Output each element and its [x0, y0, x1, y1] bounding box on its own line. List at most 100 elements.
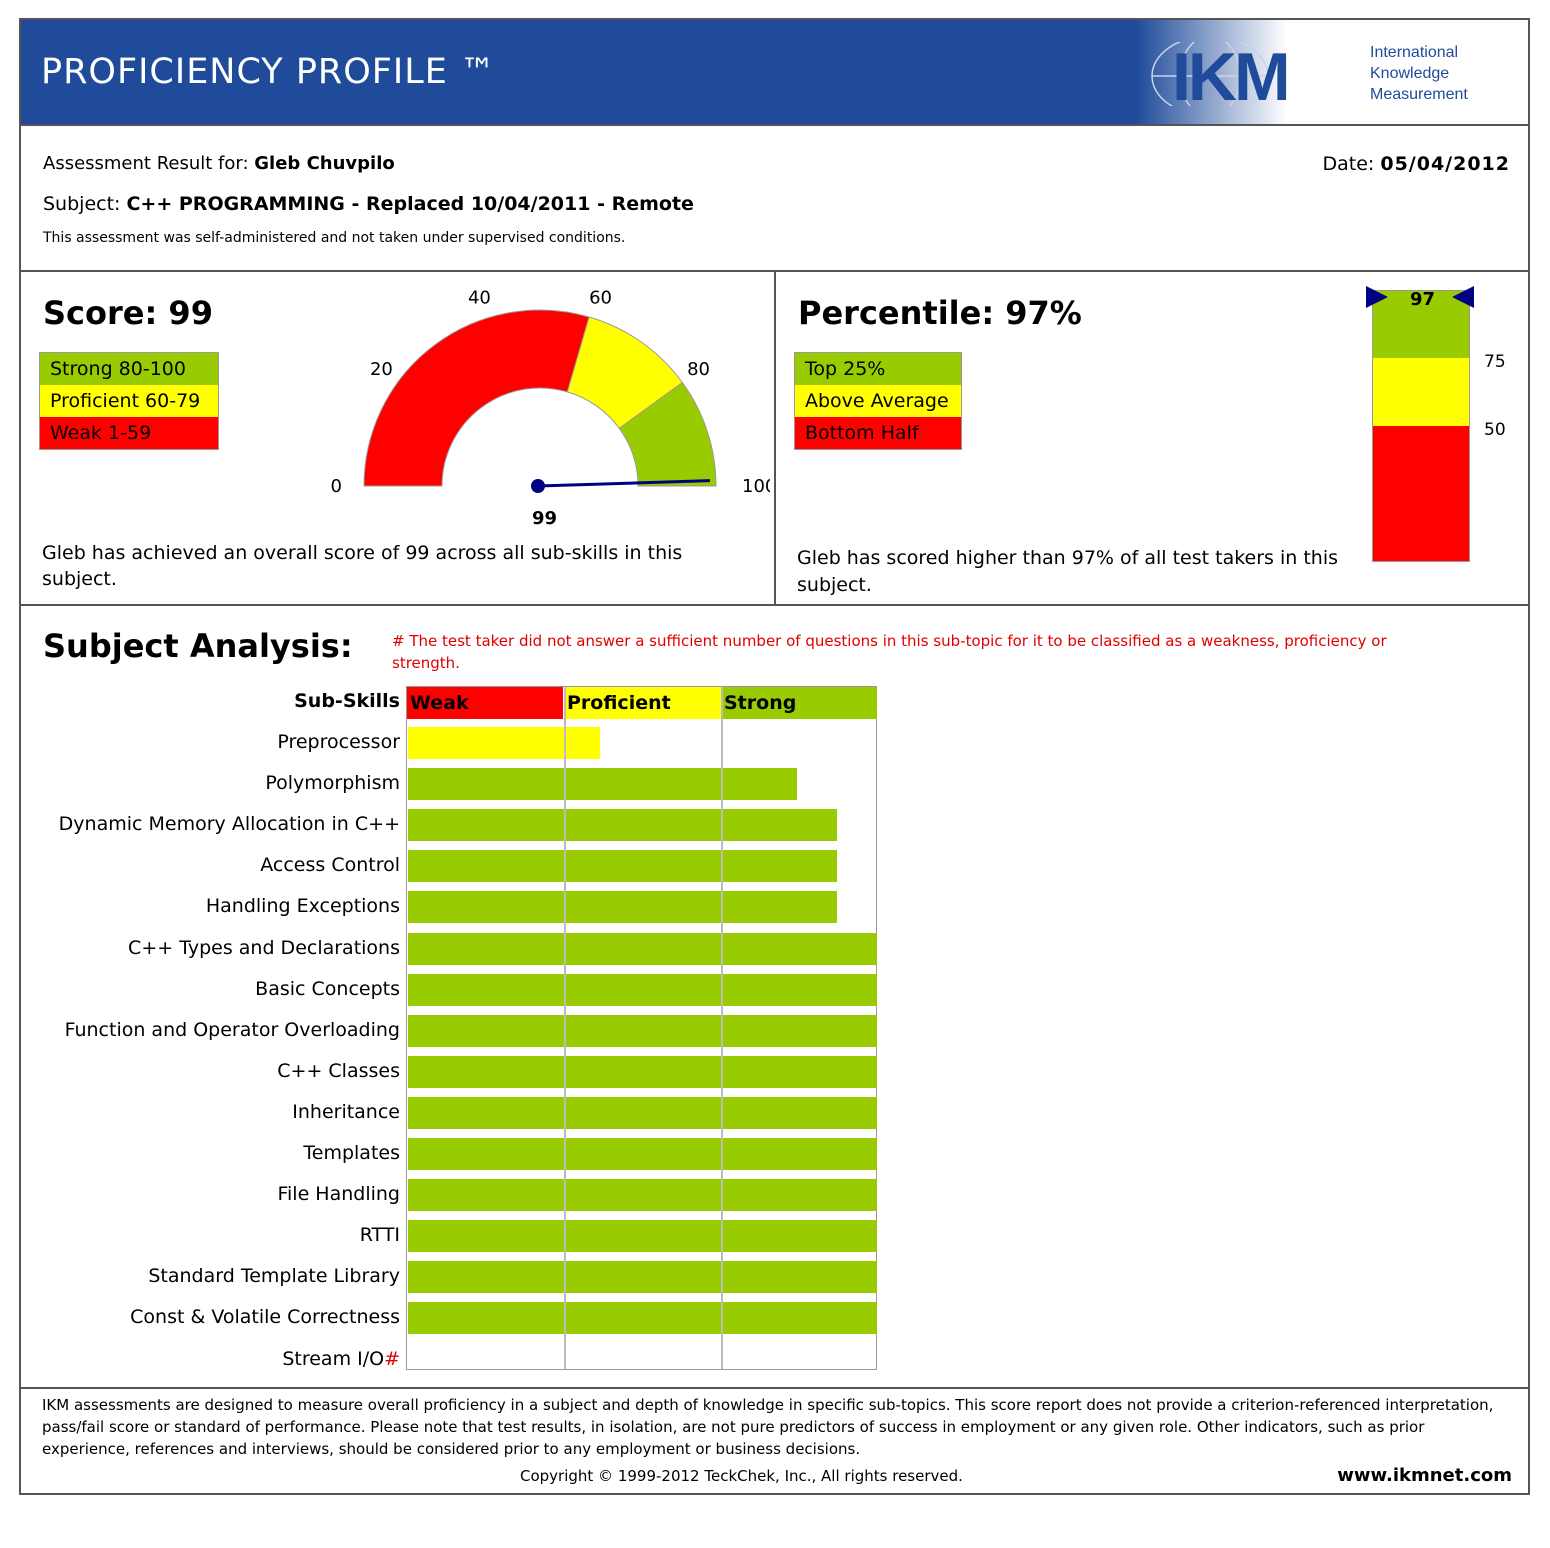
gauge-tick-40: 40 [468, 290, 491, 309]
divider [21, 124, 1528, 126]
skill-label: C++ Classes [277, 1060, 400, 1082]
report-header: PROFICIENCY PROFILE ™ IKM International … [21, 20, 1528, 125]
gauge-value-label: 99 [532, 508, 558, 529]
skill-bar [408, 1138, 877, 1170]
skill-name: Dynamic Memory Allocation in C++ [58, 813, 400, 836]
copyright: Copyright © 1999-2012 TeckChek, Inc., Al… [520, 1467, 963, 1485]
percentile-band-above [1373, 358, 1469, 426]
skill-bar [408, 727, 600, 759]
percentile-tick-75: 75 [1484, 352, 1506, 372]
skill-name: Preprocessor [277, 731, 400, 753]
skill-bar [408, 1096, 877, 1129]
supervision-note: This assessment was self-administered an… [43, 230, 626, 246]
skill-label: Access Control [260, 854, 400, 876]
skill-label: Basic Concepts [255, 978, 400, 1000]
legend-proficient: Proficient 60-79 [40, 385, 218, 417]
column-strong: Strong [721, 687, 877, 719]
skill-bar [408, 850, 837, 883]
skill-label: Templates [303, 1142, 400, 1164]
gauge-needle-hub [531, 479, 545, 493]
percentile-bar [1372, 290, 1470, 562]
marker-right-arrow [1452, 286, 1474, 308]
divider [21, 1387, 1528, 1389]
percentile-legend: Top 25% Above Average Bottom Half [794, 352, 962, 450]
legend-weak: Weak 1-59 [40, 417, 218, 449]
date-line: Date: 05/04/2012 [1322, 153, 1510, 175]
gauge-strong-band [618, 381, 717, 487]
logo-subtitle: International Knowledge Measurement [1370, 44, 1468, 103]
skill-name: Inheritance [292, 1100, 400, 1123]
report-frame [19, 18, 1530, 1495]
skill-name: Function and Operator Overloading [64, 1018, 400, 1041]
percentile-marker-label: 97 [1410, 289, 1436, 310]
legend-above-average: Above Average [795, 385, 961, 417]
skill-label: Standard Template Library [148, 1265, 400, 1287]
gauge-tick-60: 60 [589, 290, 612, 309]
skill-bar [408, 1302, 877, 1335]
disclaimer: IKM assessments are designed to measure … [42, 1396, 1494, 1458]
gauge-tick-100: 100 [742, 476, 770, 497]
skill-bar [408, 1055, 877, 1088]
skill-label: File Handling [277, 1183, 400, 1205]
skill-label: Preprocessor [277, 731, 400, 753]
divider [774, 270, 776, 605]
date-label: Date: [1322, 153, 1375, 175]
skill-bar [408, 1179, 877, 1212]
column-proficient: Proficient [564, 687, 721, 719]
skill-bar [408, 1220, 877, 1253]
skill-name: Standard Template Library [148, 1265, 400, 1288]
skill-bar [408, 932, 877, 965]
gauge-tick-80: 80 [687, 359, 710, 380]
legend-top: Top 25% [795, 353, 961, 385]
percentile-marker [1366, 286, 1474, 308]
insufficient-data-marker: # [384, 1347, 400, 1370]
skill-bar [408, 1014, 877, 1047]
skill-label: C++ Types and Declarations [128, 937, 400, 959]
skill-label: Function and Operator Overloading [65, 1019, 400, 1041]
percentile-band-bottom [1373, 426, 1469, 561]
score-summary: Gleb has achieved an overall score of 99… [42, 542, 683, 590]
subject-line: Subject: C++ PROGRAMMING - Replaced 10/0… [43, 193, 694, 215]
skill-name: File Handling [277, 1183, 400, 1206]
grid-line [564, 687, 566, 1369]
legend-strong: Strong 80-100 [40, 353, 218, 385]
score-title: Score: 99 [43, 294, 213, 332]
gauge-tick-20: 20 [370, 359, 393, 380]
skill-bar [408, 809, 837, 842]
sub-skills-chart: Weak Proficient Strong [406, 686, 877, 1370]
percentile-title: Percentile: 97% [798, 294, 1082, 332]
skill-name: Const & Volatile Correctness [130, 1306, 400, 1329]
column-weak: Weak [407, 687, 563, 719]
skill-label: Polymorphism [265, 772, 400, 794]
ikm-logo: IKM [1150, 35, 1490, 117]
skill-label: Inheritance [292, 1101, 400, 1123]
skill-label: Dynamic Memory Allocation in C++ [59, 813, 400, 835]
gauge-needle [537, 479, 710, 488]
skill-label: Const & Volatile Correctness [130, 1306, 400, 1328]
skill-bar [408, 891, 837, 924]
skill-name: C++ Types and Declarations [128, 936, 400, 959]
legend-bottom-half: Bottom Half [795, 417, 961, 449]
candidate-line: Assessment Result for: Gleb Chuvpilo [43, 153, 395, 174]
logo-text: IKM [1172, 42, 1288, 106]
grid-line [721, 687, 723, 1369]
report-date: 05/04/2012 [1380, 153, 1510, 175]
percentile-summary: Gleb has scored higher than 97% of all t… [797, 547, 1339, 596]
gauge-tick-0: 0 [331, 476, 342, 497]
skill-label: Handling Exceptions [206, 895, 400, 917]
skill-name: Basic Concepts [255, 977, 400, 1000]
gauge-weak-band [363, 309, 590, 487]
skill-name: Stream I/O [282, 1347, 385, 1370]
analysis-title: Subject Analysis: [43, 627, 353, 665]
sub-skills-header: Sub-Skills [294, 690, 400, 712]
website-link[interactable]: www.ikmnet.com [1337, 1465, 1512, 1486]
skill-name: C++ Classes [277, 1059, 400, 1082]
skill-name: Polymorphism [265, 772, 400, 795]
percentile-tick-50: 50 [1484, 420, 1506, 440]
report-title: PROFICIENCY PROFILE ™ [41, 52, 496, 92]
skill-bar [408, 973, 877, 1006]
result-label: Assessment Result for: [43, 153, 249, 174]
skill-label: RTTI [360, 1224, 400, 1246]
skill-label: Stream I/O# [282, 1348, 400, 1370]
skill-name: Access Control [260, 854, 400, 877]
